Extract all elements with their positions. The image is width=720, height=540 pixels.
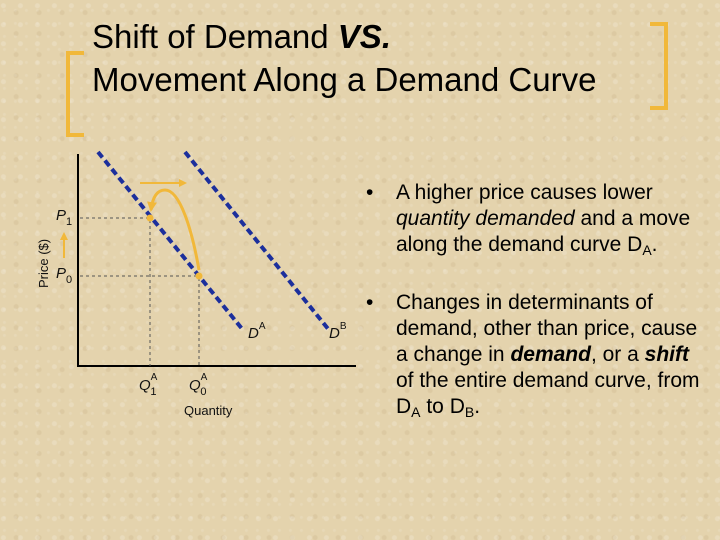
title-line-1-text: Shift of Demand [92, 18, 338, 55]
p1-subscript: 1 [66, 216, 72, 228]
p1-letter: P [56, 207, 66, 224]
title-vs: VS. [337, 18, 391, 55]
movement-arrow [147, 188, 201, 271]
x-axis-label: Quantity [184, 403, 233, 418]
bullet-2-subscript-b: B [464, 404, 475, 420]
point-q1-p1 [146, 214, 154, 222]
bullet-1-end: . [651, 233, 658, 256]
bullet-2-emphasis-shift: shift [644, 343, 689, 366]
db-letter: D [329, 325, 340, 342]
bullet-2-text-c: of the entire demand curve, from D [396, 369, 700, 418]
bullet-1-subscript: A [642, 242, 652, 258]
bullet-1-text-b: and a move along the demand curve D [396, 207, 691, 256]
da-label: DA [248, 321, 266, 342]
bullet-2-emphasis-demand: demand [510, 343, 591, 366]
bullet-1-emphasis: quantity demanded [396, 207, 575, 230]
q1-subscript: 1 [150, 386, 156, 398]
point-q0-p0 [195, 272, 203, 280]
bullet-list: • A higher price causes lower quantity d… [366, 180, 706, 452]
q0-letter: Q [189, 377, 201, 394]
slide-title: Shift of Demand VS. Movement Along a Dem… [92, 15, 652, 101]
q0-superscript: A [201, 372, 208, 383]
q1-label: QA 1 [139, 372, 158, 398]
q0-subscript: 0 [200, 386, 206, 398]
bullet-dot-icon: • [366, 181, 374, 204]
q1-letter: Q [139, 377, 151, 394]
demand-curve-b [183, 150, 331, 332]
p0-label: P0 [56, 265, 72, 286]
db-label: DB [329, 321, 347, 342]
y-axis-label: Price ($) [36, 239, 51, 288]
p0-letter: P [56, 265, 66, 282]
p1-label: P1 [56, 207, 72, 228]
da-superscript: A [259, 321, 266, 332]
title-line-2: Movement Along a Demand Curve [92, 61, 597, 98]
bullet-2-subscript-a: A [411, 404, 421, 420]
demand-curve-a [96, 150, 245, 332]
bullet-1-text-a: A higher price causes lower [396, 181, 653, 204]
bullet-1: • A higher price causes lower quantity d… [366, 180, 706, 258]
bullet-2-text-b: , or a [590, 343, 645, 366]
q0-label: QA 0 [189, 372, 208, 398]
bullet-2-end: . [474, 395, 481, 418]
bullet-dot-icon: • [366, 291, 374, 314]
title-bracket-left [66, 51, 84, 137]
q1-superscript: A [151, 372, 158, 383]
da-letter: D [248, 325, 259, 342]
bullet-2-text-d: to D [420, 395, 465, 418]
db-superscript: B [340, 321, 347, 332]
demand-diagram: Price ($) P1 P0 QA 1 QA 0 Quantity DA DB [36, 150, 356, 418]
title-line-1: Shift of Demand VS. [92, 15, 652, 58]
bullet-2: • Changes in determinants of demand, oth… [366, 290, 706, 420]
bullet-2-text-a: Changes in determinants of demand, other… [396, 291, 698, 366]
title-bracket-right [650, 22, 668, 110]
p0-subscript: 0 [66, 274, 72, 286]
